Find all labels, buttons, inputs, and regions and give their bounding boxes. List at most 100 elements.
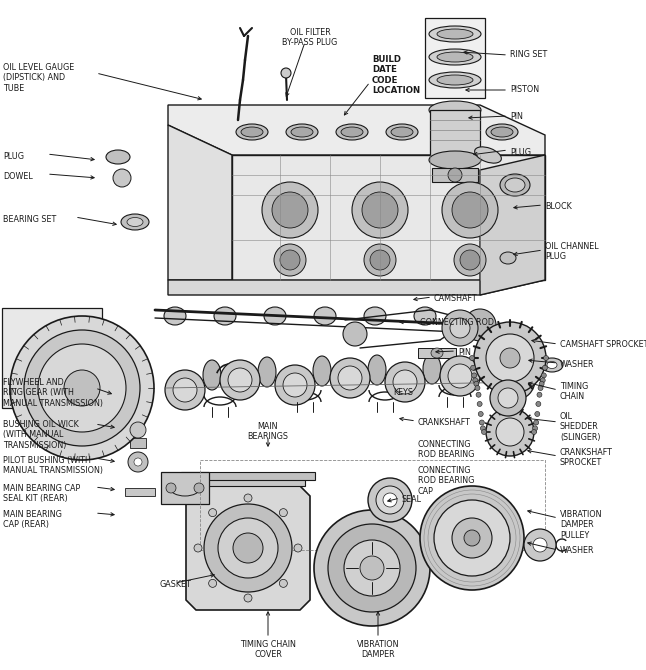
Circle shape — [194, 483, 204, 493]
Circle shape — [244, 594, 252, 602]
Text: OIL
SHEDDER
(SLINGER): OIL SHEDDER (SLINGER) — [560, 412, 601, 442]
Polygon shape — [480, 155, 545, 295]
Circle shape — [228, 368, 252, 392]
Circle shape — [370, 250, 390, 270]
Circle shape — [38, 344, 126, 432]
Circle shape — [452, 192, 488, 228]
Ellipse shape — [441, 127, 463, 137]
Circle shape — [440, 356, 480, 396]
Circle shape — [500, 348, 520, 368]
Ellipse shape — [264, 307, 286, 325]
Ellipse shape — [429, 26, 481, 42]
Text: MAIN
BEARINGS: MAIN BEARINGS — [247, 422, 289, 442]
Ellipse shape — [475, 147, 501, 163]
Bar — [418, 348, 456, 358]
Circle shape — [173, 378, 197, 402]
Text: PILOT BUSHING (WITH
MANUAL TRANSMISSION): PILOT BUSHING (WITH MANUAL TRANSMISSION) — [3, 456, 103, 476]
Ellipse shape — [236, 124, 268, 140]
Ellipse shape — [314, 307, 336, 325]
Circle shape — [328, 524, 416, 612]
Ellipse shape — [437, 75, 473, 85]
Circle shape — [220, 360, 260, 400]
Polygon shape — [168, 125, 232, 280]
Ellipse shape — [500, 252, 516, 264]
Text: OIL CHANNEL
PLUG: OIL CHANNEL PLUG — [545, 242, 599, 261]
Circle shape — [543, 356, 548, 360]
Ellipse shape — [436, 124, 468, 140]
Text: KEYS: KEYS — [393, 388, 413, 397]
Circle shape — [279, 580, 287, 588]
Text: SEAL: SEAL — [402, 495, 422, 504]
Text: PISTON: PISTON — [510, 85, 539, 94]
Circle shape — [364, 244, 396, 276]
Text: DOWEL: DOWEL — [3, 172, 33, 181]
Circle shape — [209, 509, 216, 517]
Text: GASKET: GASKET — [159, 580, 191, 589]
Circle shape — [541, 373, 547, 378]
Bar — [161, 472, 209, 504]
Ellipse shape — [341, 127, 363, 137]
Ellipse shape — [429, 101, 481, 119]
Text: CAMSHAFT SPROCKET: CAMSHAFT SPROCKET — [560, 340, 646, 349]
Circle shape — [10, 316, 154, 460]
Circle shape — [64, 370, 100, 406]
Ellipse shape — [437, 29, 473, 39]
Circle shape — [283, 373, 307, 397]
Circle shape — [279, 509, 287, 517]
Circle shape — [536, 401, 541, 407]
Text: CONNECTING
ROD BEARING: CONNECTING ROD BEARING — [418, 440, 474, 460]
Ellipse shape — [313, 356, 331, 386]
Circle shape — [486, 334, 534, 382]
Ellipse shape — [423, 354, 441, 384]
Text: CONNECTING
ROD BEARING
CAP: CONNECTING ROD BEARING CAP — [418, 466, 474, 496]
Circle shape — [477, 401, 482, 407]
Circle shape — [474, 322, 546, 394]
Circle shape — [352, 182, 408, 238]
Polygon shape — [232, 155, 545, 280]
Text: PIN: PIN — [510, 112, 523, 121]
Circle shape — [532, 429, 536, 435]
Circle shape — [481, 426, 485, 431]
Circle shape — [479, 420, 484, 425]
Ellipse shape — [448, 168, 462, 182]
Ellipse shape — [429, 151, 481, 169]
Circle shape — [470, 356, 475, 360]
Ellipse shape — [491, 127, 513, 137]
Circle shape — [464, 309, 496, 341]
Text: OIL LEVEL GAUGE
(DIPSTICK) AND
TUBE: OIL LEVEL GAUGE (DIPSTICK) AND TUBE — [3, 63, 74, 93]
Ellipse shape — [478, 353, 496, 383]
Ellipse shape — [429, 49, 481, 65]
Circle shape — [274, 244, 306, 276]
Polygon shape — [186, 486, 310, 610]
Circle shape — [383, 493, 397, 507]
Circle shape — [442, 310, 478, 346]
Circle shape — [496, 418, 524, 446]
Circle shape — [360, 556, 384, 580]
Circle shape — [275, 365, 315, 405]
Circle shape — [538, 385, 543, 391]
Circle shape — [272, 192, 308, 228]
Ellipse shape — [500, 174, 530, 196]
Text: WASHER: WASHER — [560, 546, 594, 555]
Circle shape — [262, 182, 318, 238]
Circle shape — [420, 486, 524, 590]
Circle shape — [113, 169, 131, 187]
Circle shape — [490, 380, 526, 416]
Circle shape — [464, 530, 480, 546]
Ellipse shape — [258, 357, 276, 387]
Text: MAIN BEARING CAP
SEAL KIT (REAR): MAIN BEARING CAP SEAL KIT (REAR) — [3, 484, 80, 503]
Ellipse shape — [547, 362, 557, 368]
Ellipse shape — [486, 124, 518, 140]
Text: BUILD
DATE
CODE
LOCATION: BUILD DATE CODE LOCATION — [372, 55, 420, 95]
Ellipse shape — [386, 124, 418, 140]
Circle shape — [470, 365, 475, 371]
Circle shape — [218, 518, 278, 578]
Circle shape — [128, 452, 148, 472]
Ellipse shape — [336, 124, 368, 140]
Text: PLUG: PLUG — [510, 148, 531, 157]
Circle shape — [450, 318, 470, 338]
Text: TIMING
CHAIN: TIMING CHAIN — [560, 382, 589, 401]
Circle shape — [385, 362, 425, 402]
Text: VIBRATION
DAMPER: VIBRATION DAMPER — [357, 640, 399, 659]
Circle shape — [330, 358, 370, 398]
